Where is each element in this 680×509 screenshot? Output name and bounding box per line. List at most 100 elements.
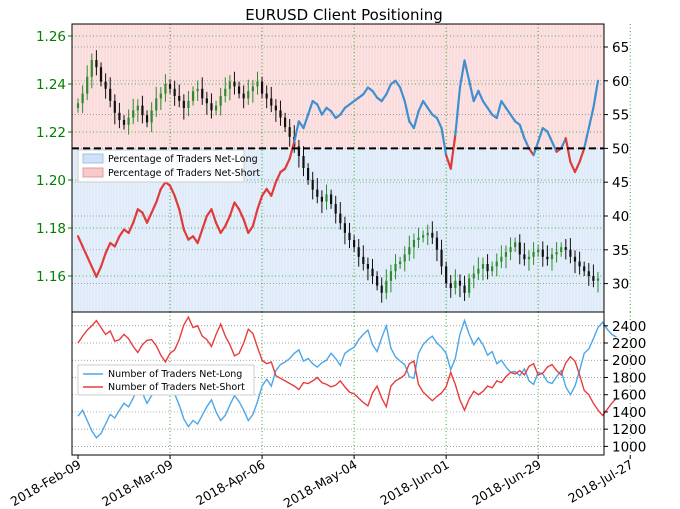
net-long-pct-segment [587,106,595,130]
candle-body [385,280,388,293]
candle-body [76,103,80,108]
candle-body [233,81,236,87]
net-short-pct-segment [224,214,231,228]
candle-body [274,105,277,111]
right-tick-label-bottom: 1600 [612,388,646,404]
candle-body [251,86,254,92]
candle-body [537,249,540,252]
net-short-pct-segment [283,157,291,170]
net-long-pct-segment [523,137,531,150]
candle-body [403,254,406,262]
candle-body [256,81,259,87]
left-axis-ticks: 1.16 1.18 1.20 1.22 1.24 1.26 [36,29,72,285]
candle-body [306,168,310,180]
net-long-pct-segment [380,93,388,103]
net-long-pct-segment [592,79,600,109]
net-long-pct-segment [518,123,526,140]
candle-body [329,194,333,204]
candle-body [113,100,116,113]
net-short-pct-segment [270,181,277,197]
candle-body [366,264,370,269]
net-short-pct-segment [201,214,208,231]
candle-body [302,156,305,168]
net-long-pct-segment [385,83,393,96]
net-long-pct-segment [399,86,406,103]
hatch-lines [74,24,604,312]
candle-body [99,67,103,82]
candle-body [155,98,158,111]
candle-body [532,252,535,257]
net-long-pct-segment [293,120,300,143]
net-short-pct-segment [173,194,181,211]
candle-body [219,96,222,106]
x-tick-label: 2018-Mar-09 [99,457,175,509]
candle-body [431,232,434,238]
candle-body [468,278,471,293]
net-long-pct-segment [426,106,434,116]
right-tick-label-bottom: 1800 [612,370,646,386]
legend-top-box [77,149,245,183]
net-short-zone [72,24,604,149]
candle-body [214,105,218,111]
net-short-pct-segment [90,265,98,278]
chart-title: EURUSD Client Positioning [245,6,443,24]
candle-body [500,256,503,262]
legend-swatch-net-long-pct [82,153,104,164]
right-tick-label: 65 [612,40,629,56]
candle-body [86,76,89,94]
candle-body [481,264,485,269]
x-tick-label: 2018-Feb-09 [8,457,84,509]
candle-body [320,196,323,202]
candle-body [426,232,429,236]
right-tick-label-bottom: 1000 [612,439,646,455]
candle-body [592,276,595,281]
legend-label-net-long-count: Number of Traders Net-Long [108,369,242,380]
candle-body [260,81,264,94]
candle-body [150,110,153,123]
net-long-pct-segment [504,106,512,116]
left-tick-label: 1.26 [36,29,66,45]
net-long-pct-segment [468,79,475,103]
candle-body [316,189,319,197]
candle-body [297,146,300,156]
candle-body [196,88,199,92]
net-long-pct-segment [550,140,558,153]
candle-body [81,93,84,104]
net-short-pct-segment [260,187,268,197]
legend-bottom-box [77,364,255,396]
candle-body [477,268,480,274]
net-long-pct-segment [362,86,370,96]
candle-body [178,96,181,101]
candle-body [311,180,314,190]
net-long-pct-segment [458,59,466,89]
net-short-pct-segment [564,137,572,164]
candle-body [440,249,443,267]
candle-body [514,242,517,248]
candle-body [389,271,393,281]
net-short-pct-segment [132,208,139,224]
net-short-pct-segment [145,211,153,224]
x-tick-label: 2018-Apr-06 [193,457,267,509]
net-long-pct-segment [454,86,462,136]
candle-body [242,93,245,99]
candle-body [422,235,425,238]
candle-body [362,256,365,264]
net-long-pct-segment [583,127,590,150]
candle-body [569,249,572,257]
net-short-pct-segment [182,228,190,241]
net-short-pct-segment [251,208,259,228]
net-short-pct-segment [104,241,112,255]
candle-body [408,247,411,255]
candle-body [343,223,347,233]
candle-body [541,249,544,257]
x-tick-label: 2018-May-04 [281,457,360,509]
left-tick-label: 1.22 [36,125,66,141]
net-short-pct-segment [233,201,241,211]
net-short-pct-segment [274,170,282,184]
candle-body [518,242,521,255]
net-long-pct-segment [481,99,489,109]
right-tick-label: 45 [612,175,629,191]
candle-body [587,271,590,276]
net-short-pct-segment [168,184,176,197]
legend-top: Percentage of Traders Net-Long Percentag… [77,149,260,183]
